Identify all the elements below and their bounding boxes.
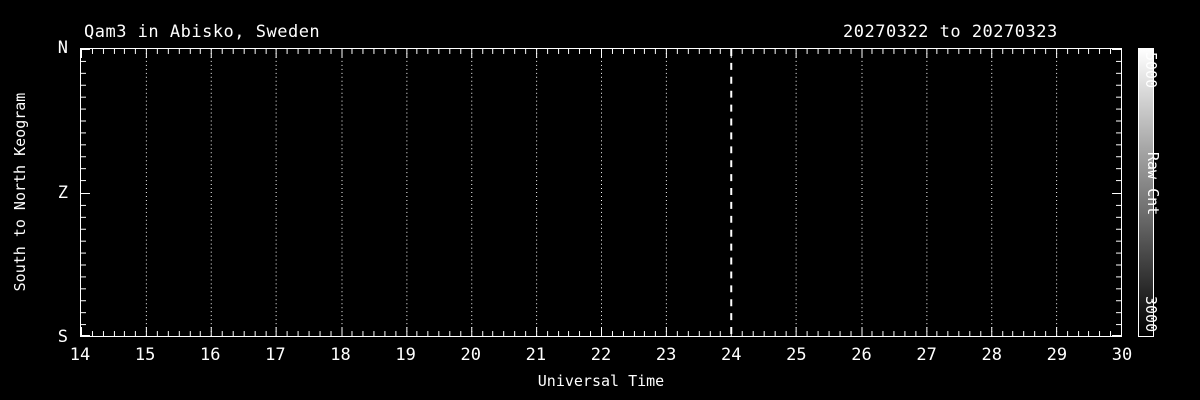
- x-tick-label: 25: [786, 345, 807, 365]
- grid-lines: [145, 49, 1058, 336]
- y-tick-label: N: [57, 38, 68, 58]
- plot-canvas: [81, 49, 1121, 336]
- x-tick-label: 24: [721, 345, 742, 365]
- x-tick-label: 14: [69, 345, 91, 365]
- y-tick-label: Z: [57, 182, 68, 203]
- date-range-label: 20270322 to 20270323: [843, 22, 1058, 42]
- x-tick-label: 19: [395, 345, 416, 365]
- plot-title: Qam3 in Abisko, Sweden: [84, 22, 321, 42]
- colorbar-title: Raw Cnt: [1144, 152, 1162, 216]
- x-axis-title: Universal Time: [537, 372, 665, 390]
- plot-area: [80, 48, 1122, 337]
- x-tick-label: 30: [1111, 345, 1133, 365]
- x-tick-label: 29: [1046, 345, 1068, 365]
- x-tick-label: 23: [655, 345, 677, 365]
- colorbar-max-label: 5000: [1142, 52, 1160, 89]
- tick-marks: [81, 49, 1121, 336]
- x-tick-label: 15: [134, 345, 156, 365]
- colorbar-gradient: [1138, 48, 1154, 337]
- x-tick-label: 22: [590, 345, 612, 365]
- x-tick-label: 28: [981, 345, 1002, 365]
- x-tick-label: 17: [265, 345, 286, 365]
- x-tick-label: 26: [851, 345, 872, 365]
- y-tick-label: S: [57, 327, 68, 347]
- colorbar: [1138, 48, 1154, 337]
- x-tick-label: 21: [525, 345, 547, 365]
- y-axis-title: South to North Keogram: [11, 92, 29, 292]
- x-tick-label: 27: [916, 345, 937, 365]
- colorbar-min-label: 3000: [1142, 296, 1160, 333]
- x-tick-label: 18: [330, 345, 351, 365]
- x-tick-label: 16: [200, 345, 221, 365]
- x-tick-label: 20: [460, 345, 481, 365]
